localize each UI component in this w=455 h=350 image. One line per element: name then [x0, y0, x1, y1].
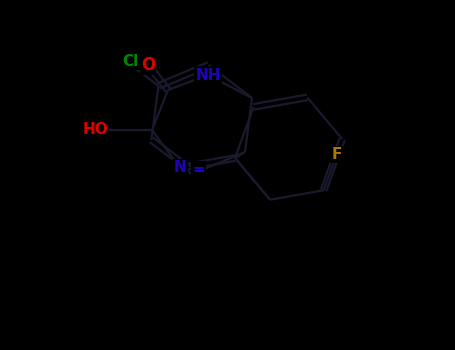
- Text: N: N: [174, 161, 187, 175]
- Text: Cl: Cl: [122, 54, 138, 69]
- Text: =: =: [192, 162, 205, 177]
- Text: HO: HO: [82, 122, 108, 138]
- Text: F: F: [332, 147, 342, 162]
- Text: O: O: [141, 56, 155, 74]
- Text: NH: NH: [195, 68, 221, 83]
